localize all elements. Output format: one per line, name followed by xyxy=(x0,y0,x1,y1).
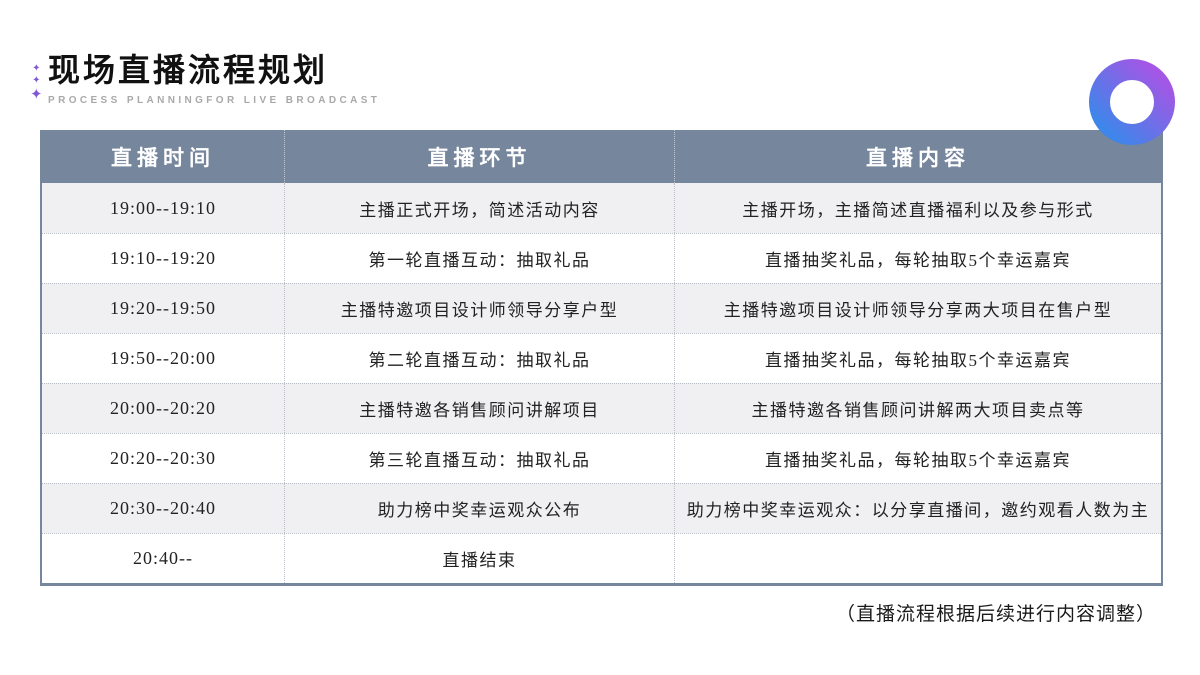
sparkle-icon: ✦ xyxy=(30,87,43,103)
table-row: 19:10--19:20 第一轮直播互动：抽取礼品 直播抽奖礼品，每轮抽取5个幸… xyxy=(42,233,1161,283)
cell-time: 19:10--19:20 xyxy=(42,234,285,283)
page-title: 现场直播流程规划 xyxy=(48,52,329,88)
cell-segment: 主播特邀各销售顾问讲解项目 xyxy=(285,384,675,433)
cell-segment: 主播特邀项目设计师领导分享户型 xyxy=(285,284,675,333)
column-header-time: 直播时间 xyxy=(42,130,285,183)
cell-segment: 助力榜中奖幸运观众公布 xyxy=(285,484,675,533)
column-header-segment: 直播环节 xyxy=(285,130,675,183)
page-subtitle: PROCESS PLANNINGFOR LIVE BROADCAST xyxy=(48,95,381,106)
column-header-content: 直播内容 xyxy=(866,145,970,170)
cell-content: 直播抽奖礼品，每轮抽取5个幸运嘉宾 xyxy=(765,251,1071,270)
table-row: 20:40-- 直播结束 xyxy=(42,533,1161,583)
cell-time: 19:00--19:10 xyxy=(42,183,285,233)
cell-segment: 主播正式开场，简述活动内容 xyxy=(285,183,675,233)
cell-segment: 第三轮直播互动：抽取礼品 xyxy=(285,434,675,483)
cell-segment: 直播结束 xyxy=(285,534,675,583)
donut-ring-icon xyxy=(1089,59,1175,145)
table-row: 20:00--20:20 主播特邀各销售顾问讲解项目 主播特邀各销售顾问讲解两大… xyxy=(42,383,1161,433)
title-block: 现场直播流程规划 PROCESS PLANNINGFOR LIVE BROADC… xyxy=(48,50,380,106)
cell-content: 主播特邀各销售顾问讲解两大项目卖点等 xyxy=(751,401,1085,420)
cell-segment: 第一轮直播互动：抽取礼品 xyxy=(285,234,675,283)
sparkle-icon: ✦ xyxy=(32,63,41,74)
table-row: 19:20--19:50 主播特邀项目设计师领导分享户型 主播特邀项目设计师领导… xyxy=(42,283,1161,333)
table-row: 19:50--20:00 第二轮直播互动：抽取礼品 直播抽奖礼品，每轮抽取5个幸… xyxy=(42,333,1161,383)
sparkle-icon: ✦ xyxy=(32,75,41,86)
cell-time: 19:50--20:00 xyxy=(42,334,285,383)
cell-time: 20:40-- xyxy=(42,534,285,583)
cell-segment: 第二轮直播互动：抽取礼品 xyxy=(285,334,675,383)
cell-content: 主播特邀项目设计师领导分享两大项目在售户型 xyxy=(723,301,1113,320)
sparkle-decoration: ✦ ✦ ✦ xyxy=(30,64,43,103)
table-row: 19:00--19:10 主播正式开场，简述活动内容 主播开场，主播简述直播福利… xyxy=(42,183,1161,233)
table-header-row: 直播时间 直播环节 直播内容 xyxy=(42,130,1161,183)
cell-content: 助力榜中奖幸运观众：以分享直播间，邀约观看人数为主 xyxy=(686,501,1150,520)
cell-time: 19:20--19:50 xyxy=(42,284,285,333)
cell-time: 20:30--20:40 xyxy=(42,484,285,533)
cell-time: 20:20--20:30 xyxy=(42,434,285,483)
footnote: （直播流程根据后续进行内容调整） xyxy=(835,604,1156,625)
cell-time: 20:00--20:20 xyxy=(42,384,285,433)
broadcast-schedule-table: 直播时间 直播环节 直播内容 19:00--19:10 主播正式开场，简述活动内… xyxy=(40,130,1163,586)
table-body: 19:00--19:10 主播正式开场，简述活动内容 主播开场，主播简述直播福利… xyxy=(42,183,1161,583)
cell-content: 主播开场，主播简述直播福利以及参与形式 xyxy=(742,200,1094,220)
cell-content: 直播抽奖礼品，每轮抽取5个幸运嘉宾 xyxy=(765,351,1071,370)
table-row: 20:20--20:30 第三轮直播互动：抽取礼品 直播抽奖礼品，每轮抽取5个幸… xyxy=(42,433,1161,483)
table-row: 20:30--20:40 助力榜中奖幸运观众公布 助力榜中奖幸运观众：以分享直播… xyxy=(42,483,1161,533)
cell-content xyxy=(675,534,1161,583)
cell-content: 直播抽奖礼品，每轮抽取5个幸运嘉宾 xyxy=(765,451,1071,470)
